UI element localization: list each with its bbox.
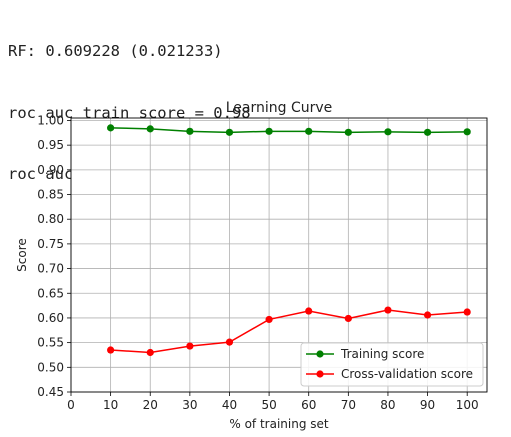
cross-validation-score-line — [110, 309, 468, 354]
training-score-point — [265, 127, 273, 135]
y-tick-label: 0.90 — [37, 163, 64, 177]
cross-validation-score-point — [305, 307, 313, 315]
y-tick-label: 0.55 — [37, 336, 64, 350]
console-line-train-score: roc auc train score = 0.98 — [8, 103, 251, 122]
y-tick-label: 0.50 — [37, 360, 64, 374]
cross-validation-score-point — [146, 348, 154, 357]
y-tick-label: 1.00 — [37, 113, 64, 127]
y-tick-label: 0.60 — [37, 311, 64, 325]
x-tick-label: 20 — [143, 398, 158, 412]
cross-validation-score-point — [384, 306, 392, 314]
chart-title: Learning Curve — [226, 100, 333, 116]
cross-validation-score-point — [463, 308, 471, 316]
legend-marker-training-score — [316, 350, 324, 358]
x-tick-label: 80 — [380, 398, 395, 412]
x-tick-label: 0 — [67, 398, 75, 412]
cross-validation-score-point — [186, 342, 194, 350]
legend-marker-cross-validation-score — [316, 370, 324, 378]
y-tick-label: 0.85 — [37, 188, 64, 202]
x-tick-label: 70 — [341, 398, 356, 412]
x-tick-label: 50 — [261, 398, 276, 412]
x-tick-label: 60 — [301, 398, 316, 412]
y-tick-label: 0.80 — [37, 212, 64, 226]
training-score-line — [110, 127, 468, 134]
y-tick-label: 0.95 — [37, 138, 64, 152]
training-score-point — [186, 127, 194, 135]
x-tick-label: 100 — [456, 398, 479, 412]
training-score-point — [344, 128, 352, 136]
plot-frame — [70, 117, 488, 393]
x-tick-label: 90 — [420, 398, 435, 412]
legend-label-training-score: Training score — [340, 347, 424, 361]
training-score-point — [384, 128, 392, 136]
cross-validation-score-point — [423, 311, 432, 319]
legend-label-cross-validation-score: Cross-validation score — [341, 367, 473, 381]
x-tick-label: 30 — [182, 398, 197, 412]
training-score-point — [423, 128, 432, 136]
x-tick-label: 40 — [222, 398, 237, 412]
cross-validation-score-point — [107, 346, 115, 354]
y-tick-label: 0.45 — [37, 385, 64, 399]
cross-validation-score-point — [265, 315, 273, 324]
legend-box — [300, 342, 484, 387]
training-score-point — [225, 128, 234, 136]
cross-validation-score-point — [225, 338, 234, 346]
y-tick-label: 0.70 — [37, 262, 64, 276]
x-tick-label: 10 — [103, 398, 118, 412]
y-axis-label: Score — [15, 238, 29, 272]
training-score-point — [107, 124, 115, 132]
training-score-point — [463, 128, 471, 136]
console-line-rf: RF: 0.609228 (0.021233) — [8, 42, 223, 60]
x-axis-label: % of training set — [229, 417, 329, 431]
y-tick-label: 0.75 — [37, 237, 64, 251]
training-score-point — [305, 127, 313, 135]
training-score-point — [146, 125, 154, 133]
cross-validation-score-point — [344, 314, 352, 323]
y-tick-label: 0.65 — [37, 286, 64, 300]
